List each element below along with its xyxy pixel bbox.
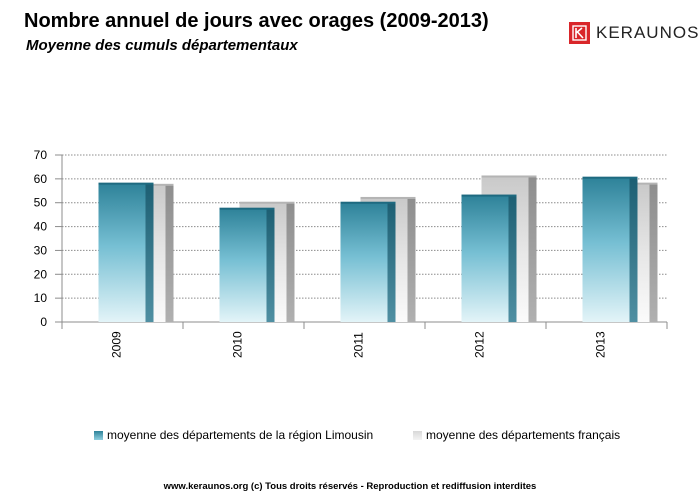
bar-side bbox=[266, 208, 275, 322]
bar-side bbox=[165, 184, 174, 322]
bar-chart: 0 10 20 30 40 50 60 70 2009 2010 2011 2012 2013 bbox=[34, 148, 668, 358]
bar-limousin-2010 bbox=[219, 207, 275, 322]
y-tick-label: 50 bbox=[34, 196, 48, 210]
bar-side bbox=[508, 195, 517, 322]
bar-limousin-2009 bbox=[98, 182, 154, 322]
legend: moyenne des départements de la région Li… bbox=[0, 428, 700, 446]
legend-label-france: moyenne des départements français bbox=[426, 428, 621, 442]
y-tick-label: 60 bbox=[34, 172, 48, 186]
legend-swatch-limousin bbox=[94, 430, 103, 440]
bar-side bbox=[286, 202, 295, 322]
y-tick-label: 20 bbox=[34, 267, 48, 281]
bar-top-edge bbox=[219, 207, 275, 210]
y-tick-label: 10 bbox=[34, 291, 48, 305]
bar-side bbox=[629, 177, 638, 322]
bar-top-edge bbox=[582, 176, 638, 179]
bar-limousin-2012 bbox=[461, 194, 517, 322]
bar-front bbox=[461, 195, 509, 322]
y-tick-label: 40 bbox=[34, 220, 48, 234]
bar-side bbox=[407, 197, 416, 322]
bar-front bbox=[340, 202, 388, 322]
bar-top-edge bbox=[481, 175, 537, 178]
bar-top-edge bbox=[360, 196, 416, 199]
logo-text: KERAUNOS bbox=[596, 23, 700, 42]
bar-limousin-2011 bbox=[340, 201, 396, 322]
bar-front bbox=[582, 177, 630, 322]
legend-item-france: moyenne des départements français bbox=[413, 428, 620, 442]
legend-item-limousin: moyenne des départements de la région Li… bbox=[94, 428, 373, 442]
legend-swatch-france bbox=[413, 430, 422, 440]
bar-front bbox=[98, 183, 146, 322]
bar-top-edge bbox=[461, 194, 517, 197]
x-tick-label: 2013 bbox=[594, 331, 608, 358]
bar-limousin-2013 bbox=[582, 176, 638, 322]
x-tick-label: 2012 bbox=[473, 331, 487, 358]
keraunos-k-logo-icon bbox=[569, 22, 590, 44]
x-tick-label: 2011 bbox=[352, 332, 366, 358]
bar-top-edge bbox=[98, 182, 154, 185]
bar-front bbox=[219, 208, 267, 322]
x-tick-label: 2009 bbox=[110, 331, 124, 358]
y-tick-label: 70 bbox=[34, 148, 48, 162]
x-tick-label: 2010 bbox=[231, 331, 245, 358]
copyright-footer: www.keraunos.org (c) Tous droits réservé… bbox=[163, 481, 537, 492]
bars bbox=[98, 175, 658, 322]
chart-title: Nombre annuel de jours avec orages (2009… bbox=[24, 10, 489, 32]
bar-top-edge bbox=[340, 201, 396, 204]
axes: 0 10 20 30 40 50 60 70 2009 2010 2011 2012 2013 bbox=[34, 148, 668, 358]
y-tick-label: 30 bbox=[34, 243, 48, 257]
bar-side bbox=[387, 202, 396, 322]
bar-side bbox=[649, 183, 658, 322]
bar-top-edge bbox=[239, 201, 295, 204]
legend-label-limousin: moyenne des départements de la région Li… bbox=[107, 428, 374, 442]
bar-side bbox=[145, 183, 154, 322]
chart-subtitle: Moyenne des cumuls départementaux bbox=[26, 37, 298, 54]
bar-side bbox=[528, 176, 537, 322]
keraunos-logo: KERAUNOS bbox=[569, 21, 699, 45]
y-tick-label: 0 bbox=[40, 315, 47, 329]
